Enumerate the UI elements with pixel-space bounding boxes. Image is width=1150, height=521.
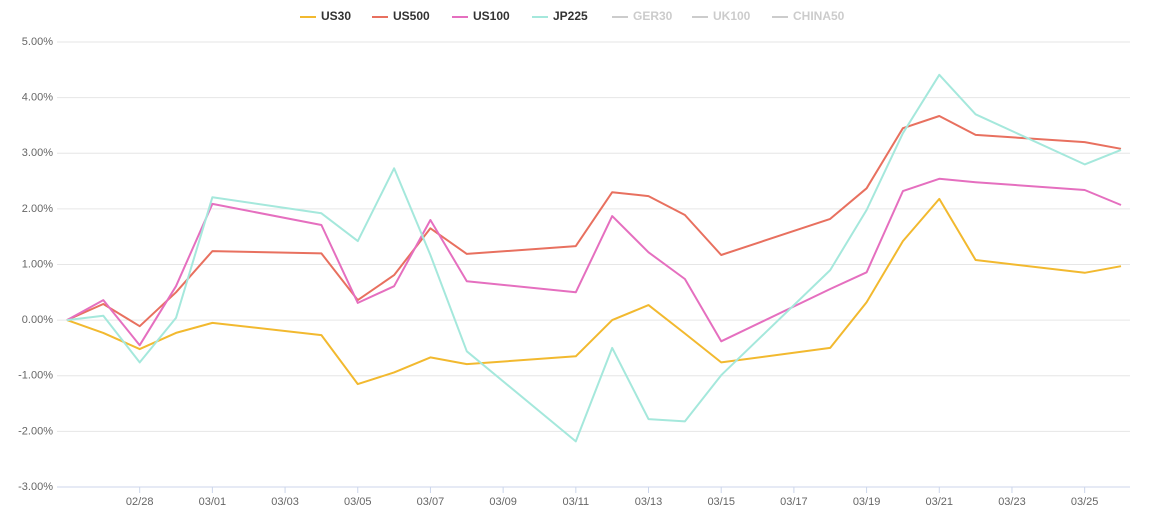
x-tick-label: 03/19 bbox=[853, 496, 881, 508]
x-tick-label: 03/15 bbox=[707, 496, 735, 508]
x-tick-label: 02/28 bbox=[126, 496, 154, 508]
x-tick-label: 03/25 bbox=[1071, 496, 1099, 508]
x-tick-label: 03/05 bbox=[344, 496, 372, 508]
y-tick-label: 1.00% bbox=[22, 258, 53, 270]
y-tick-label: 0.00% bbox=[22, 314, 53, 326]
x-tick-label: 03/01 bbox=[199, 496, 227, 508]
x-tick-label: 03/11 bbox=[562, 496, 589, 508]
x-tick-label: 03/07 bbox=[417, 496, 445, 508]
y-tick-label: 2.00% bbox=[22, 203, 53, 215]
x-tick-label: 03/09 bbox=[489, 496, 517, 508]
x-tick-label: 03/13 bbox=[635, 496, 663, 508]
series-line bbox=[66, 115, 1122, 328]
series-line bbox=[66, 73, 1122, 443]
legend-item[interactable]: GER30 bbox=[633, 9, 673, 23]
series-line bbox=[66, 177, 1122, 347]
legend-item[interactable]: UK100 bbox=[713, 9, 751, 23]
legend-item[interactable]: US30 bbox=[321, 9, 351, 23]
legend-item[interactable]: US500 bbox=[393, 9, 430, 23]
legend-item[interactable]: US100 bbox=[473, 9, 510, 23]
x-tick-label: 03/23 bbox=[998, 496, 1026, 508]
y-tick-label: 3.00% bbox=[22, 147, 53, 159]
y-tick-label: -3.00% bbox=[18, 481, 53, 493]
legend-item[interactable]: JP225 bbox=[553, 9, 588, 23]
y-tick-label: 5.00% bbox=[22, 36, 53, 48]
y-tick-label: -1.00% bbox=[18, 370, 53, 382]
legend-item[interactable]: CHINA50 bbox=[793, 9, 845, 23]
x-tick-label: 03/03 bbox=[271, 496, 299, 508]
series-line bbox=[66, 197, 1122, 386]
y-tick-label: 4.00% bbox=[22, 92, 53, 104]
y-tick-label: -2.00% bbox=[18, 425, 53, 437]
x-tick-label: 03/21 bbox=[926, 496, 954, 508]
x-tick-label: 03/17 bbox=[780, 496, 808, 508]
